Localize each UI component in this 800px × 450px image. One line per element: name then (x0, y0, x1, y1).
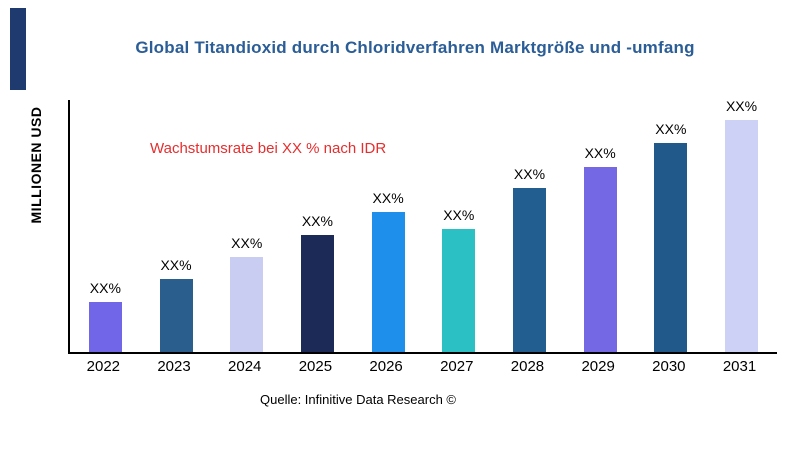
x-tick-label-2026: 2026 (369, 358, 403, 375)
bar-2022 (88, 302, 122, 352)
x-axis-ticks: 2022 2023 2024 2025 2026 2027 2028 2029 2030 2031 (68, 358, 775, 375)
bar-column-2022: XX% (70, 280, 140, 352)
bar-2029 (583, 167, 617, 352)
x-tick-label-2028: 2028 (510, 358, 545, 375)
bar-2024 (230, 257, 264, 352)
bar-value-label: XX% (301, 213, 333, 229)
y-axis-label: MILLIONEN USD (28, 106, 44, 224)
bar-2025 (300, 235, 334, 352)
bar-column-2027: XX% (424, 207, 494, 352)
bar-2026 (371, 212, 405, 352)
bar-2023 (159, 279, 193, 352)
bar-value-label: XX% (231, 235, 263, 251)
source-caption: Quelle: Infinitive Data Research © (259, 392, 457, 407)
bar-column-2025: XX% (282, 213, 352, 352)
chart-title: Global Titandioxid durch Chloridverfahre… (135, 38, 695, 57)
bar-2031 (725, 120, 759, 352)
x-tick-label-2029: 2029 (581, 358, 615, 375)
bar-value-label: XX% (89, 280, 121, 296)
growth-annotation: Wachstumsrate bei XX % nach IDR (150, 140, 387, 157)
bar-column-2029: XX% (565, 145, 635, 352)
x-tick-label-2030: 2030 (652, 358, 686, 375)
x-tick-label-2024: 2024 (228, 358, 262, 375)
bar-column-2031: XX% (707, 98, 777, 352)
x-tick-label-2031: 2031 (722, 358, 757, 375)
bar-column-2030: XX% (636, 121, 706, 352)
x-tick-label-2022: 2022 (86, 358, 121, 375)
bar-2027 (442, 229, 476, 352)
bar-column-2023: XX% (141, 257, 211, 352)
accent-bar (10, 8, 26, 90)
bar-value-label: XX% (372, 190, 404, 206)
plot-area: XX% XX% XX% XX% XX% XX% XX% XX% XX% XX% (68, 98, 777, 354)
x-tick-label-2025: 2025 (298, 358, 333, 375)
bar-value-label: XX% (655, 121, 687, 137)
bar-value-label: XX% (443, 207, 475, 223)
bar-value-label: XX% (160, 257, 192, 273)
bar-value-label: XX% (513, 166, 546, 182)
bar-2028 (512, 188, 546, 352)
x-tick-label-2027: 2027 (440, 358, 474, 375)
bar-2030 (654, 143, 688, 352)
bar-column-2024: XX% (212, 235, 282, 352)
x-tick-label-2023: 2023 (157, 358, 191, 375)
bar-column-2028: XX% (494, 166, 564, 352)
bar-value-label: XX% (584, 145, 616, 161)
bar-column-2026: XX% (353, 190, 423, 352)
bar-value-label: XX% (725, 98, 758, 114)
